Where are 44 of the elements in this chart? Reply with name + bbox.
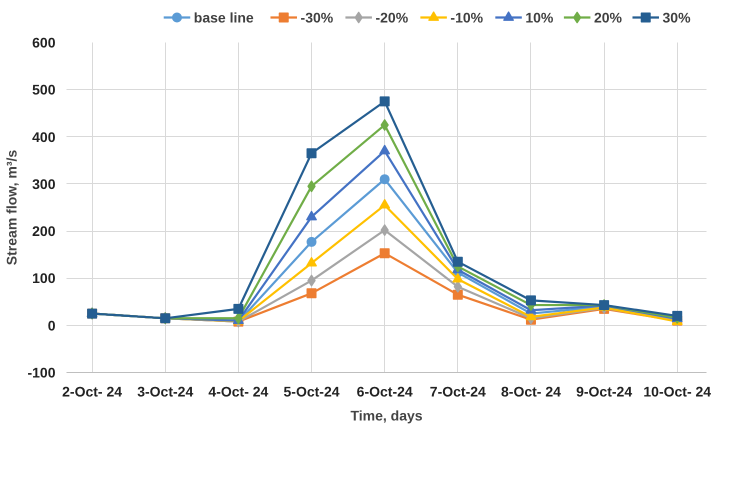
point xyxy=(379,198,390,209)
legend-label: -20% xyxy=(375,10,409,26)
y-tick-label: 600 xyxy=(32,34,56,50)
legend-label: -30% xyxy=(300,10,334,26)
x-tick-label: 5-Oct-24 xyxy=(284,384,340,400)
point xyxy=(306,210,318,220)
point xyxy=(307,180,316,192)
legend-label: -10% xyxy=(450,10,484,26)
point xyxy=(452,290,463,300)
point xyxy=(526,295,536,306)
x-tick-label: 4-Oct- 24 xyxy=(208,384,269,400)
x-tick-label: 7-Oct-24 xyxy=(430,384,486,400)
point xyxy=(380,119,389,131)
legend-label: base line xyxy=(194,10,254,26)
y-tick-label: 200 xyxy=(32,223,56,240)
y-tick-label: -100 xyxy=(27,364,56,380)
point xyxy=(380,96,390,106)
x-axis-title: Time, days xyxy=(350,408,423,424)
x-tick-label: 8-Oct- 24 xyxy=(501,384,562,400)
y-tick-label: 100 xyxy=(32,270,56,286)
y-tick-label: 500 xyxy=(32,82,56,98)
y-tick-label: 400 xyxy=(32,128,56,145)
point xyxy=(452,256,463,267)
point xyxy=(307,274,316,287)
x-tick-label: 9-Oct-24 xyxy=(576,384,632,400)
x-tick-label: 3-Oct-24 xyxy=(137,384,194,400)
point xyxy=(379,144,390,154)
point xyxy=(306,236,317,247)
legend-label: 10% xyxy=(525,10,554,26)
point xyxy=(380,248,390,258)
point xyxy=(306,288,317,298)
point xyxy=(306,148,317,158)
y-axis-title: Stream flow, m³/s xyxy=(3,150,20,266)
y-tick-label: 0 xyxy=(48,317,56,334)
legend-label: 20% xyxy=(594,10,623,26)
point xyxy=(452,272,464,283)
x-tick-label: 10-Oct- 24 xyxy=(643,384,712,400)
point xyxy=(306,256,318,267)
point xyxy=(233,304,244,314)
y-tick-label: 300 xyxy=(32,176,56,192)
x-tick-label: 2-Oct- 24 xyxy=(62,384,122,400)
x-tick-label: 6-Oct-24 xyxy=(356,384,413,400)
legend-label: 30% xyxy=(662,10,692,26)
point xyxy=(380,174,390,184)
